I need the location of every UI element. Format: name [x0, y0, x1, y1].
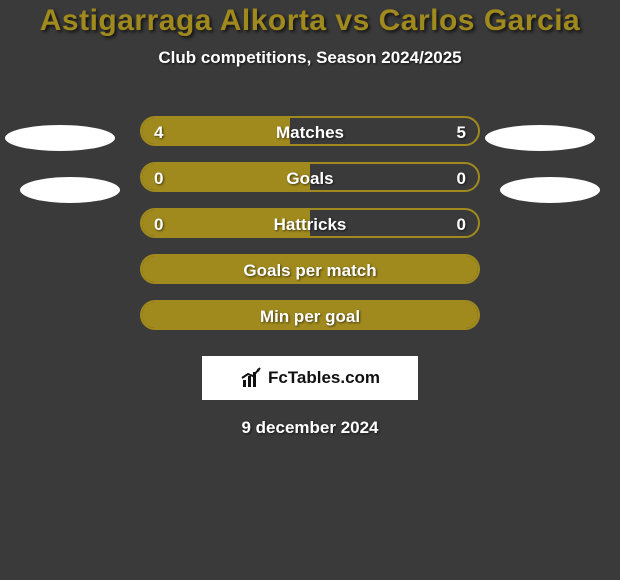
logo-text: FcTables.com	[268, 368, 380, 388]
player-left-name: Astigarraga Alkorta	[40, 4, 327, 37]
stat-bar-fill-right	[310, 210, 478, 236]
stat-bar-fill-left	[142, 256, 478, 282]
stat-bar-track: Min per goal	[140, 300, 480, 330]
stat-bar-track: Hattricks00	[140, 208, 480, 238]
player-right-name: Carlos Garcia	[379, 4, 581, 37]
comparison-card: Astigarraga Alkorta vs Carlos Garcia Clu…	[0, 0, 620, 580]
placeholder-ellipse	[20, 177, 120, 203]
stat-bar-fill-right	[290, 118, 478, 144]
stat-bar-fill-right	[310, 164, 478, 190]
page-title: Astigarraga Alkorta vs Carlos Garcia	[0, 4, 620, 38]
placeholder-ellipse	[500, 177, 600, 203]
stat-row: Goals per match	[0, 246, 620, 292]
vs-separator: vs	[335, 4, 369, 37]
subtitle: Club competitions, Season 2024/2025	[0, 48, 620, 68]
stat-bar-track: Matches45	[140, 116, 480, 146]
stat-bar-fill-left	[142, 164, 310, 190]
fctables-logo: FcTables.com	[202, 356, 418, 400]
placeholder-ellipse	[5, 125, 115, 151]
stat-bar-track: Goals per match	[140, 254, 480, 284]
stat-row: Min per goal	[0, 292, 620, 338]
chart-icon	[240, 366, 264, 390]
stat-bar-fill-left	[142, 302, 478, 328]
footer-date: 9 december 2024	[0, 418, 620, 438]
stat-bar-fill-left	[142, 118, 290, 144]
stat-bar-fill-left	[142, 210, 310, 236]
stat-row: Hattricks00	[0, 200, 620, 246]
stat-bar-track: Goals00	[140, 162, 480, 192]
placeholder-ellipse	[485, 125, 595, 151]
